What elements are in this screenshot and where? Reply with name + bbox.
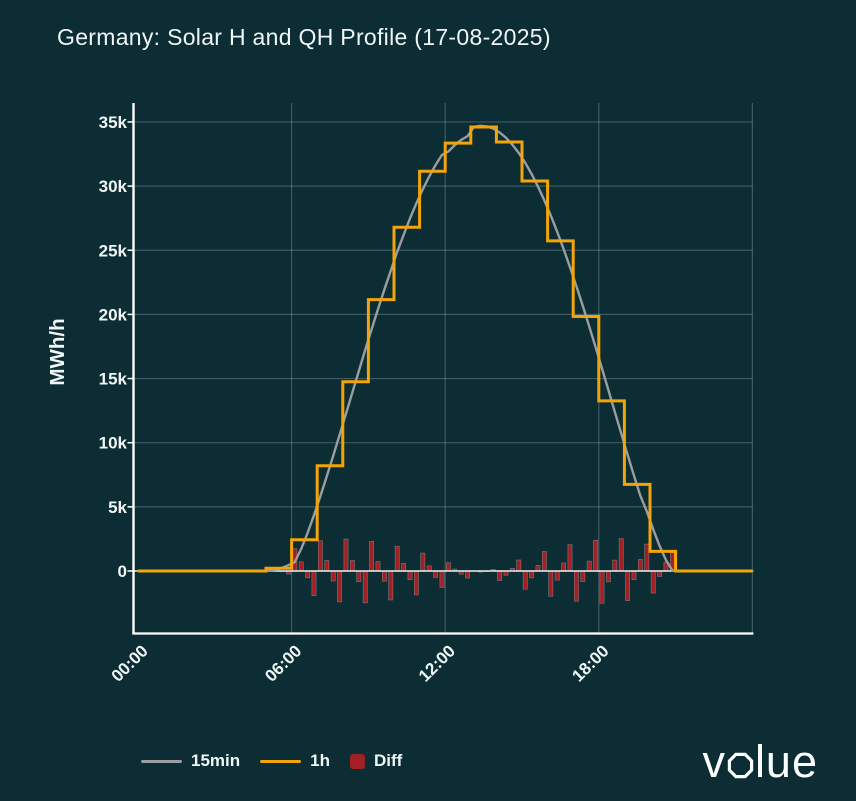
diff-bar [599,570,605,604]
diff-bar [369,541,374,572]
diff-bar [516,559,522,572]
y-tick-label: 25k [99,241,128,260]
diff-bar [612,559,618,572]
diff-bar [657,570,662,577]
y-tick-label: 15k [99,370,128,389]
diff-bar [637,559,643,572]
diff-bar [593,539,598,572]
diff-bar [311,570,317,596]
diff-bar [605,570,611,583]
legend-item-diff[interactable]: Diff [349,751,403,771]
diff-bar [343,538,349,572]
logo-text-lue: lue [754,736,818,787]
diff-bar [445,562,451,572]
diff-bar [497,570,502,581]
legend-1h-label: 1h [310,751,330,770]
diff-bar [522,570,528,590]
diff-bar [420,552,426,572]
diff-bar [337,570,342,603]
diff-bar [317,540,323,572]
diff-bar [548,570,554,597]
diff-bar [625,570,630,601]
diff-bar [362,570,368,604]
diff-bar [573,570,579,602]
series-line-1h [138,125,753,573]
legend: 15min 1h Diff [141,751,402,771]
diff-bar [535,565,541,572]
legend-item-1h[interactable]: 1h [260,751,330,771]
diff-bar [439,570,445,588]
x-tick-label: 06:00 [261,641,305,685]
y-tick-label: 30k [99,177,128,196]
diff-bar [433,570,438,578]
diff-bar [381,570,387,582]
diff-bar [554,570,560,581]
y-tick-label: 35k [99,113,128,132]
y-tick-label: 0 [118,562,127,581]
legend-1h-line-swatch [260,759,302,763]
diff-bar [394,545,400,572]
diff-bar [375,561,381,572]
diff-bar [324,560,330,572]
diff-bar [631,570,637,581]
logo-text-v: v [702,736,726,787]
diff-bar [298,561,304,572]
diff-bar [586,560,592,572]
diff-bar [349,560,355,572]
chart-plot-area: 0 5k 10k 15k 20k 25k 30k 35k 00:00 06:00 12:00 18:0… [46,103,754,686]
diff-bar [618,538,624,572]
x-tick-label: 00:00 [108,641,152,685]
y-tick-label: 5k [108,498,127,517]
diff-bar [644,543,650,572]
diff-bar [529,570,534,579]
x-tick-label: 18:00 [568,641,612,685]
diff-bar [356,570,362,582]
diff-bar [561,562,566,572]
legend-15min-line-swatch [141,759,182,763]
y-tick-label: 20k [99,305,128,324]
diff-bar [388,570,394,601]
diff-bar [541,551,547,572]
diff-bar [401,563,406,572]
diff-bar [650,570,656,594]
diff-bar [330,570,336,582]
legend-diff-square-swatch [349,753,365,769]
chart-title: Germany: Solar H and QH Profile (17-08-2… [57,24,551,50]
diff-bar [407,570,413,581]
diff-bar [567,544,573,572]
diff-bar [465,570,470,579]
logo-octagon-o-icon [727,752,754,779]
x-tick-label: 12:00 [415,641,459,685]
legend-item-15min[interactable]: 15min [141,751,240,771]
diff-bar [413,570,419,596]
y-tick-label: 10k [99,434,128,453]
diff-bar [580,570,586,582]
y-axis-title: MWh/h [46,318,69,385]
legend-diff-label: Diff [373,751,403,770]
diff-bar [305,570,310,579]
legend-15min-label: 15min [191,751,241,770]
volue-logo: v lue [702,733,818,791]
